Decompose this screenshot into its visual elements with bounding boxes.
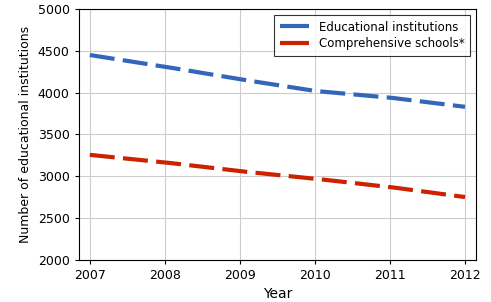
Comprehensive schools* [427,191,433,194]
Comprehensive schools* [87,153,93,157]
Educational institutions [309,89,315,92]
Comprehensive schools* [309,177,315,180]
Y-axis label: Number of educational institutions: Number of educational institutions [19,26,32,243]
Educational institutions [310,89,316,92]
Educational institutions [317,89,323,93]
Comprehensive schools* [310,177,316,180]
Comprehensive schools* [462,195,468,199]
Legend: Educational institutions, Comprehensive schools*: Educational institutions, Comprehensive … [274,15,470,56]
Educational institutions [462,105,468,109]
Comprehensive schools* [403,187,409,191]
Educational institutions [403,98,409,101]
Educational institutions [88,53,94,57]
X-axis label: Year: Year [263,287,292,301]
Line: Comprehensive schools*: Comprehensive schools* [90,155,465,197]
Comprehensive schools* [317,177,323,181]
Educational institutions [427,101,433,104]
Comprehensive schools* [88,153,94,157]
Educational institutions [87,53,93,57]
Line: Educational institutions: Educational institutions [90,55,465,107]
